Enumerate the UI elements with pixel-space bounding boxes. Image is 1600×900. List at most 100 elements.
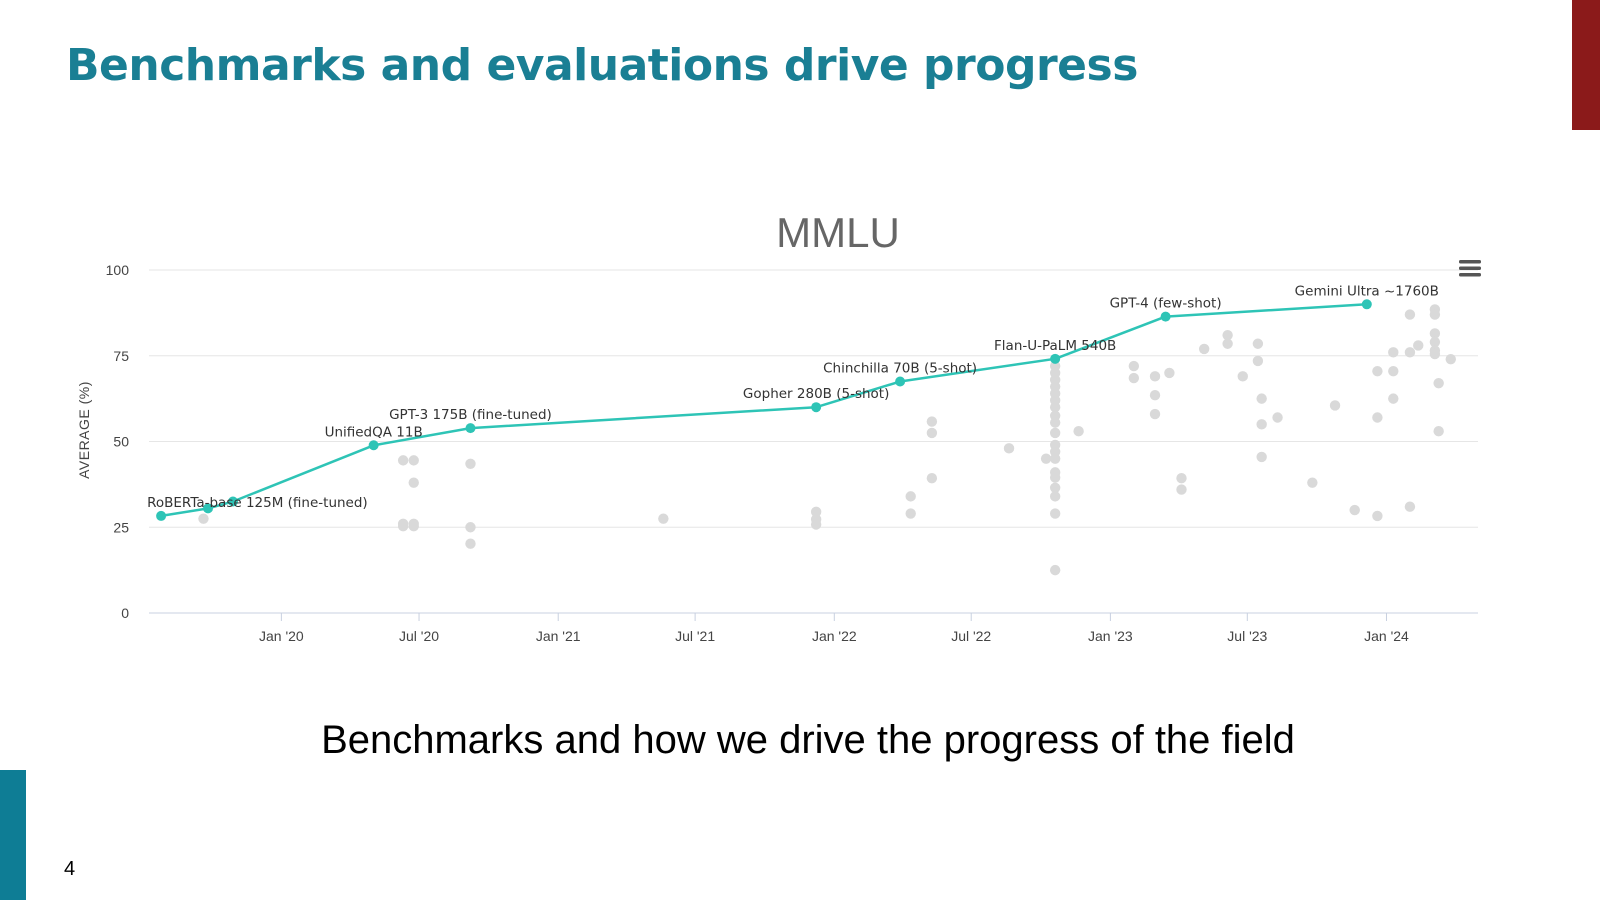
- other-model-point: [397, 455, 409, 466]
- sota-point-label: Chinchilla 70B (5-shot): [823, 360, 977, 376]
- sota-point-label: Gopher 280B (5-shot): [743, 386, 889, 402]
- y-tick-label: 25: [113, 519, 129, 535]
- other-model-point: [1256, 451, 1267, 463]
- other-model-point: [1433, 377, 1444, 389]
- other-model-point: [408, 455, 419, 466]
- x-tick-label: Jan '23: [1088, 628, 1133, 644]
- page-number: 4: [64, 858, 76, 880]
- x-tick-label: Jul '23: [1227, 628, 1267, 644]
- other-model-point: [1272, 412, 1283, 423]
- other-model-point: [1256, 393, 1267, 404]
- other-model-point: [1222, 329, 1233, 341]
- other-model-point: [926, 416, 938, 427]
- other-model-point: [1149, 371, 1161, 382]
- other-model-point: [1445, 353, 1456, 365]
- sota-point: [227, 496, 238, 507]
- sota-point: [895, 376, 906, 387]
- sota-point-label: UnifiedQA 11B: [325, 424, 423, 440]
- other-model-point: [1149, 389, 1161, 401]
- other-model-point: [1413, 340, 1424, 351]
- other-model-point: [1049, 453, 1061, 464]
- sota-point: [465, 423, 476, 434]
- other-model-point: [1128, 360, 1140, 372]
- other-model-point: [198, 513, 209, 524]
- other-model-point: [810, 506, 822, 518]
- x-tick-labels: Jan '20 Jul '20 Jan '21 Jul '21 Jan '22 Jul '…: [259, 628, 1409, 644]
- slide-caption: Benchmarks and how we drive the progress…: [321, 718, 1295, 762]
- other-model-point: [1049, 402, 1061, 413]
- other-model-point: [926, 473, 938, 484]
- other-model-point: [408, 521, 419, 532]
- x-tick-label: Jan '24: [1364, 628, 1409, 644]
- other-model-point: [1429, 309, 1441, 320]
- sota-point: [1160, 311, 1171, 322]
- x-tick-label: Jul '20: [399, 628, 439, 644]
- other-model-point: [397, 521, 409, 532]
- other-model-point: [1429, 336, 1441, 348]
- sota-point: [1050, 353, 1061, 364]
- other-model-point: [1252, 355, 1264, 367]
- other-model-point: [926, 427, 938, 439]
- other-model-point: [408, 477, 419, 488]
- y-tick-label: 50: [113, 434, 129, 450]
- mmlu-chart: MMLU 0 25 50 75 100 Jan '20 Jul '20 Jan '21 Jul…: [0, 195, 1600, 655]
- sota-point-label: Flan-U-PaLM 540B: [994, 338, 1116, 354]
- other-model-point: [1049, 564, 1061, 576]
- other-model-point: [1049, 417, 1061, 428]
- other-model-point: [1433, 426, 1444, 437]
- other-model-point: [1222, 338, 1233, 349]
- sota-point: [1361, 299, 1372, 310]
- sota-point: [156, 510, 167, 521]
- other-model-point: [1049, 508, 1061, 519]
- other-model-point: [1176, 484, 1187, 495]
- other-model-point: [1164, 367, 1175, 379]
- chart-title: MMLU: [776, 209, 900, 256]
- other-model-point: [1388, 393, 1399, 404]
- other-model-point: [1256, 419, 1267, 430]
- other-model-point: [1404, 309, 1416, 320]
- other-model-point: [465, 522, 476, 533]
- other-model-point: [1404, 347, 1416, 358]
- sota-line: [160, 303, 1367, 518]
- chart-svg: MMLU 0 25 50 75 100 Jan '20 Jul '20 Jan '21 Jul…: [76, 209, 1481, 644]
- other-model-point: [1049, 491, 1061, 502]
- other-model-point: [1252, 338, 1264, 349]
- other-model-point: [1388, 365, 1399, 377]
- accent-bar-bottom-left: [0, 770, 26, 900]
- grid-lines: [149, 269, 1478, 621]
- other-model-point: [810, 519, 822, 530]
- sota-point-label: RoBERTa-base 125M (fine-tuned): [147, 495, 368, 511]
- y-tick-label: 100: [106, 262, 130, 278]
- sota-point-label: Gemini Ultra ~1760B: [1295, 283, 1439, 299]
- y-tick-label: 0: [121, 605, 129, 621]
- chart-menu-icon[interactable]: [1459, 260, 1481, 277]
- x-tick-label: Jan '22: [812, 628, 857, 644]
- other-model-point: [905, 491, 916, 502]
- other-model-point: [1149, 408, 1161, 420]
- slide-title: Benchmarks and evaluations drive progres…: [66, 40, 1138, 91]
- other-model-point: [1049, 427, 1061, 439]
- other-model-point: [1049, 472, 1061, 483]
- sota-point-label: GPT-3 175B (fine-tuned): [389, 407, 552, 423]
- other-model-point: [1128, 372, 1140, 384]
- sota-point: [368, 440, 379, 451]
- other-model-point: [465, 538, 476, 549]
- other-model-point: [658, 513, 669, 524]
- x-tick-label: Jan '20: [259, 628, 304, 644]
- other-model-point: [465, 458, 476, 469]
- other-model-point: [1073, 426, 1084, 437]
- y-axis-title: AVERAGE (%): [76, 381, 92, 479]
- other-model-point: [1388, 347, 1399, 358]
- other-model-point: [1040, 453, 1052, 464]
- x-tick-label: Jul '21: [675, 628, 715, 644]
- accent-bar-top-right: [1572, 0, 1600, 130]
- sota-point: [811, 402, 822, 413]
- sota-line-series: [156, 299, 1372, 521]
- other-model-point: [1198, 343, 1210, 355]
- x-tick-label: Jan '21: [536, 628, 581, 644]
- y-tick-labels: 0 25 50 75 100: [106, 262, 130, 621]
- sota-point: [202, 503, 213, 514]
- other-model-point: [1049, 482, 1061, 494]
- other-model-point: [1349, 504, 1360, 516]
- other-model-point: [1329, 400, 1341, 411]
